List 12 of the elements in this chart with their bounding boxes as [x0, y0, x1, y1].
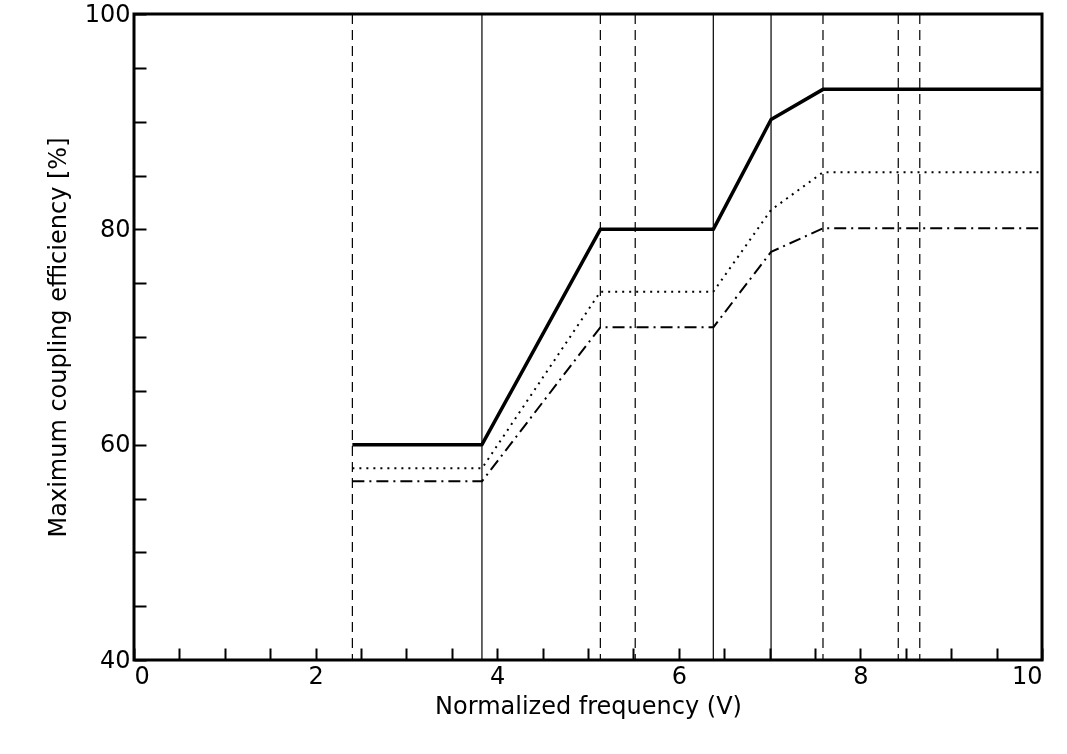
- x-axis-title: Normalized frequency (V): [435, 691, 742, 720]
- y-tick-label: 40: [99, 645, 131, 674]
- y-axis-title: Maximum coupling efficiency [%]: [43, 137, 72, 538]
- x-tick-label: 6: [671, 661, 687, 690]
- x-tick-label: 8: [853, 661, 869, 690]
- x-tick-label: 10: [1011, 661, 1043, 690]
- x-tick-label: 0: [134, 661, 150, 690]
- y-tick-label: 80: [99, 214, 131, 243]
- x-tick-label: 4: [490, 661, 506, 690]
- y-tick-label: 100: [84, 0, 131, 28]
- y-tick-label: 60: [99, 430, 131, 459]
- x-tick-label: 2: [308, 661, 324, 690]
